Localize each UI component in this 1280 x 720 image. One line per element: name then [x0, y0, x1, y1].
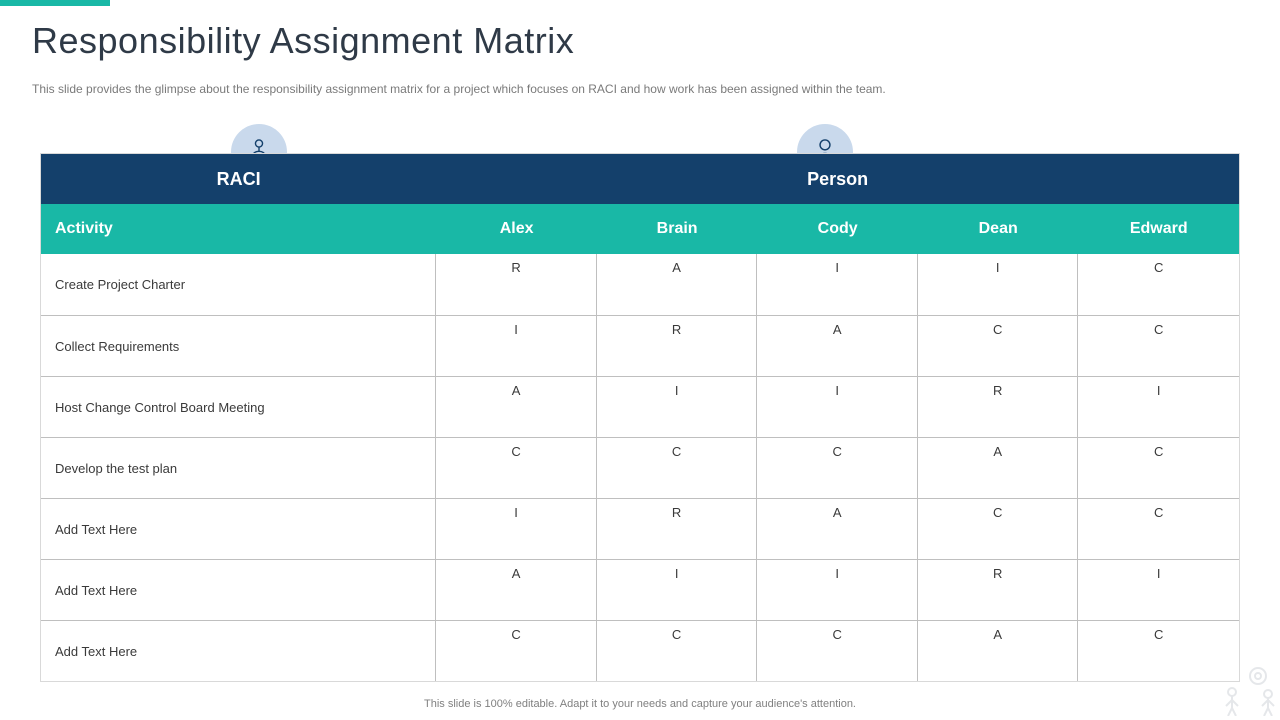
- table-row: Develop the test planCCCAC: [41, 437, 1239, 498]
- value-cell: A: [757, 316, 918, 376]
- value-cell: A: [436, 377, 597, 437]
- table-row: Add Text HereCCCAC: [41, 620, 1239, 681]
- value-cell: I: [757, 377, 918, 437]
- value-cell: A: [918, 621, 1079, 681]
- value-cell: C: [757, 621, 918, 681]
- activity-cell: Develop the test plan: [41, 438, 436, 498]
- col-person: Alex: [436, 204, 597, 254]
- value-cell: I: [436, 499, 597, 559]
- value-cell: I: [597, 560, 758, 620]
- value-cell: C: [597, 621, 758, 681]
- value-cell: R: [597, 499, 758, 559]
- page-subtitle: This slide provides the glimpse about th…: [32, 82, 886, 96]
- value-cell: A: [918, 438, 1079, 498]
- value-cell: A: [436, 560, 597, 620]
- value-cell: I: [1078, 560, 1239, 620]
- value-cell: C: [757, 438, 918, 498]
- activity-cell: Host Change Control Board Meeting: [41, 377, 436, 437]
- table-row: Host Change Control Board MeetingAIIRI: [41, 376, 1239, 437]
- value-cell: C: [597, 438, 758, 498]
- page-title: Responsibility Assignment Matrix: [32, 20, 574, 62]
- value-cell: C: [918, 499, 1079, 559]
- table-row: Collect RequirementsIRACC: [41, 315, 1239, 376]
- value-cell: I: [757, 254, 918, 315]
- value-cell: R: [918, 560, 1079, 620]
- raci-table: RACI Person ActivityAlexBrainCodyDeanEdw…: [40, 153, 1240, 682]
- accent-bar: [0, 0, 110, 6]
- value-cell: R: [597, 316, 758, 376]
- activity-cell: Collect Requirements: [41, 316, 436, 376]
- table-body: Create Project CharterRAIICCollect Requi…: [41, 254, 1239, 681]
- value-cell: A: [597, 254, 758, 315]
- value-cell: C: [1078, 438, 1239, 498]
- col-person: Cody: [757, 204, 918, 254]
- value-cell: C: [1078, 316, 1239, 376]
- table-row: Add Text HereAIIRI: [41, 559, 1239, 620]
- activity-cell: Create Project Charter: [41, 254, 436, 315]
- header-person: Person: [436, 154, 1239, 204]
- value-cell: C: [918, 316, 1079, 376]
- col-person: Edward: [1078, 204, 1239, 254]
- value-cell: I: [918, 254, 1079, 315]
- col-person: Dean: [918, 204, 1079, 254]
- value-cell: R: [918, 377, 1079, 437]
- value-cell: A: [757, 499, 918, 559]
- value-cell: I: [597, 377, 758, 437]
- value-cell: I: [1078, 377, 1239, 437]
- activity-cell: Add Text Here: [41, 499, 436, 559]
- value-cell: I: [757, 560, 918, 620]
- activity-cell: Add Text Here: [41, 560, 436, 620]
- value-cell: C: [436, 438, 597, 498]
- value-cell: C: [1078, 254, 1239, 315]
- table-header-sub: ActivityAlexBrainCodyDeanEdward: [41, 204, 1239, 254]
- footer-note: This slide is 100% editable. Adapt it to…: [0, 698, 1280, 710]
- table-row: Create Project CharterRAIIC: [41, 254, 1239, 315]
- activity-cell: Add Text Here: [41, 621, 436, 681]
- col-activity: Activity: [41, 204, 436, 254]
- value-cell: R: [436, 254, 597, 315]
- value-cell: I: [436, 316, 597, 376]
- watermark-icon: [1218, 662, 1278, 716]
- table-header-top: RACI Person: [41, 154, 1239, 204]
- header-raci: RACI: [41, 154, 436, 204]
- col-person: Brain: [597, 204, 758, 254]
- value-cell: C: [1078, 499, 1239, 559]
- value-cell: C: [436, 621, 597, 681]
- table-row: Add Text HereIRACC: [41, 498, 1239, 559]
- value-cell: C: [1078, 621, 1239, 681]
